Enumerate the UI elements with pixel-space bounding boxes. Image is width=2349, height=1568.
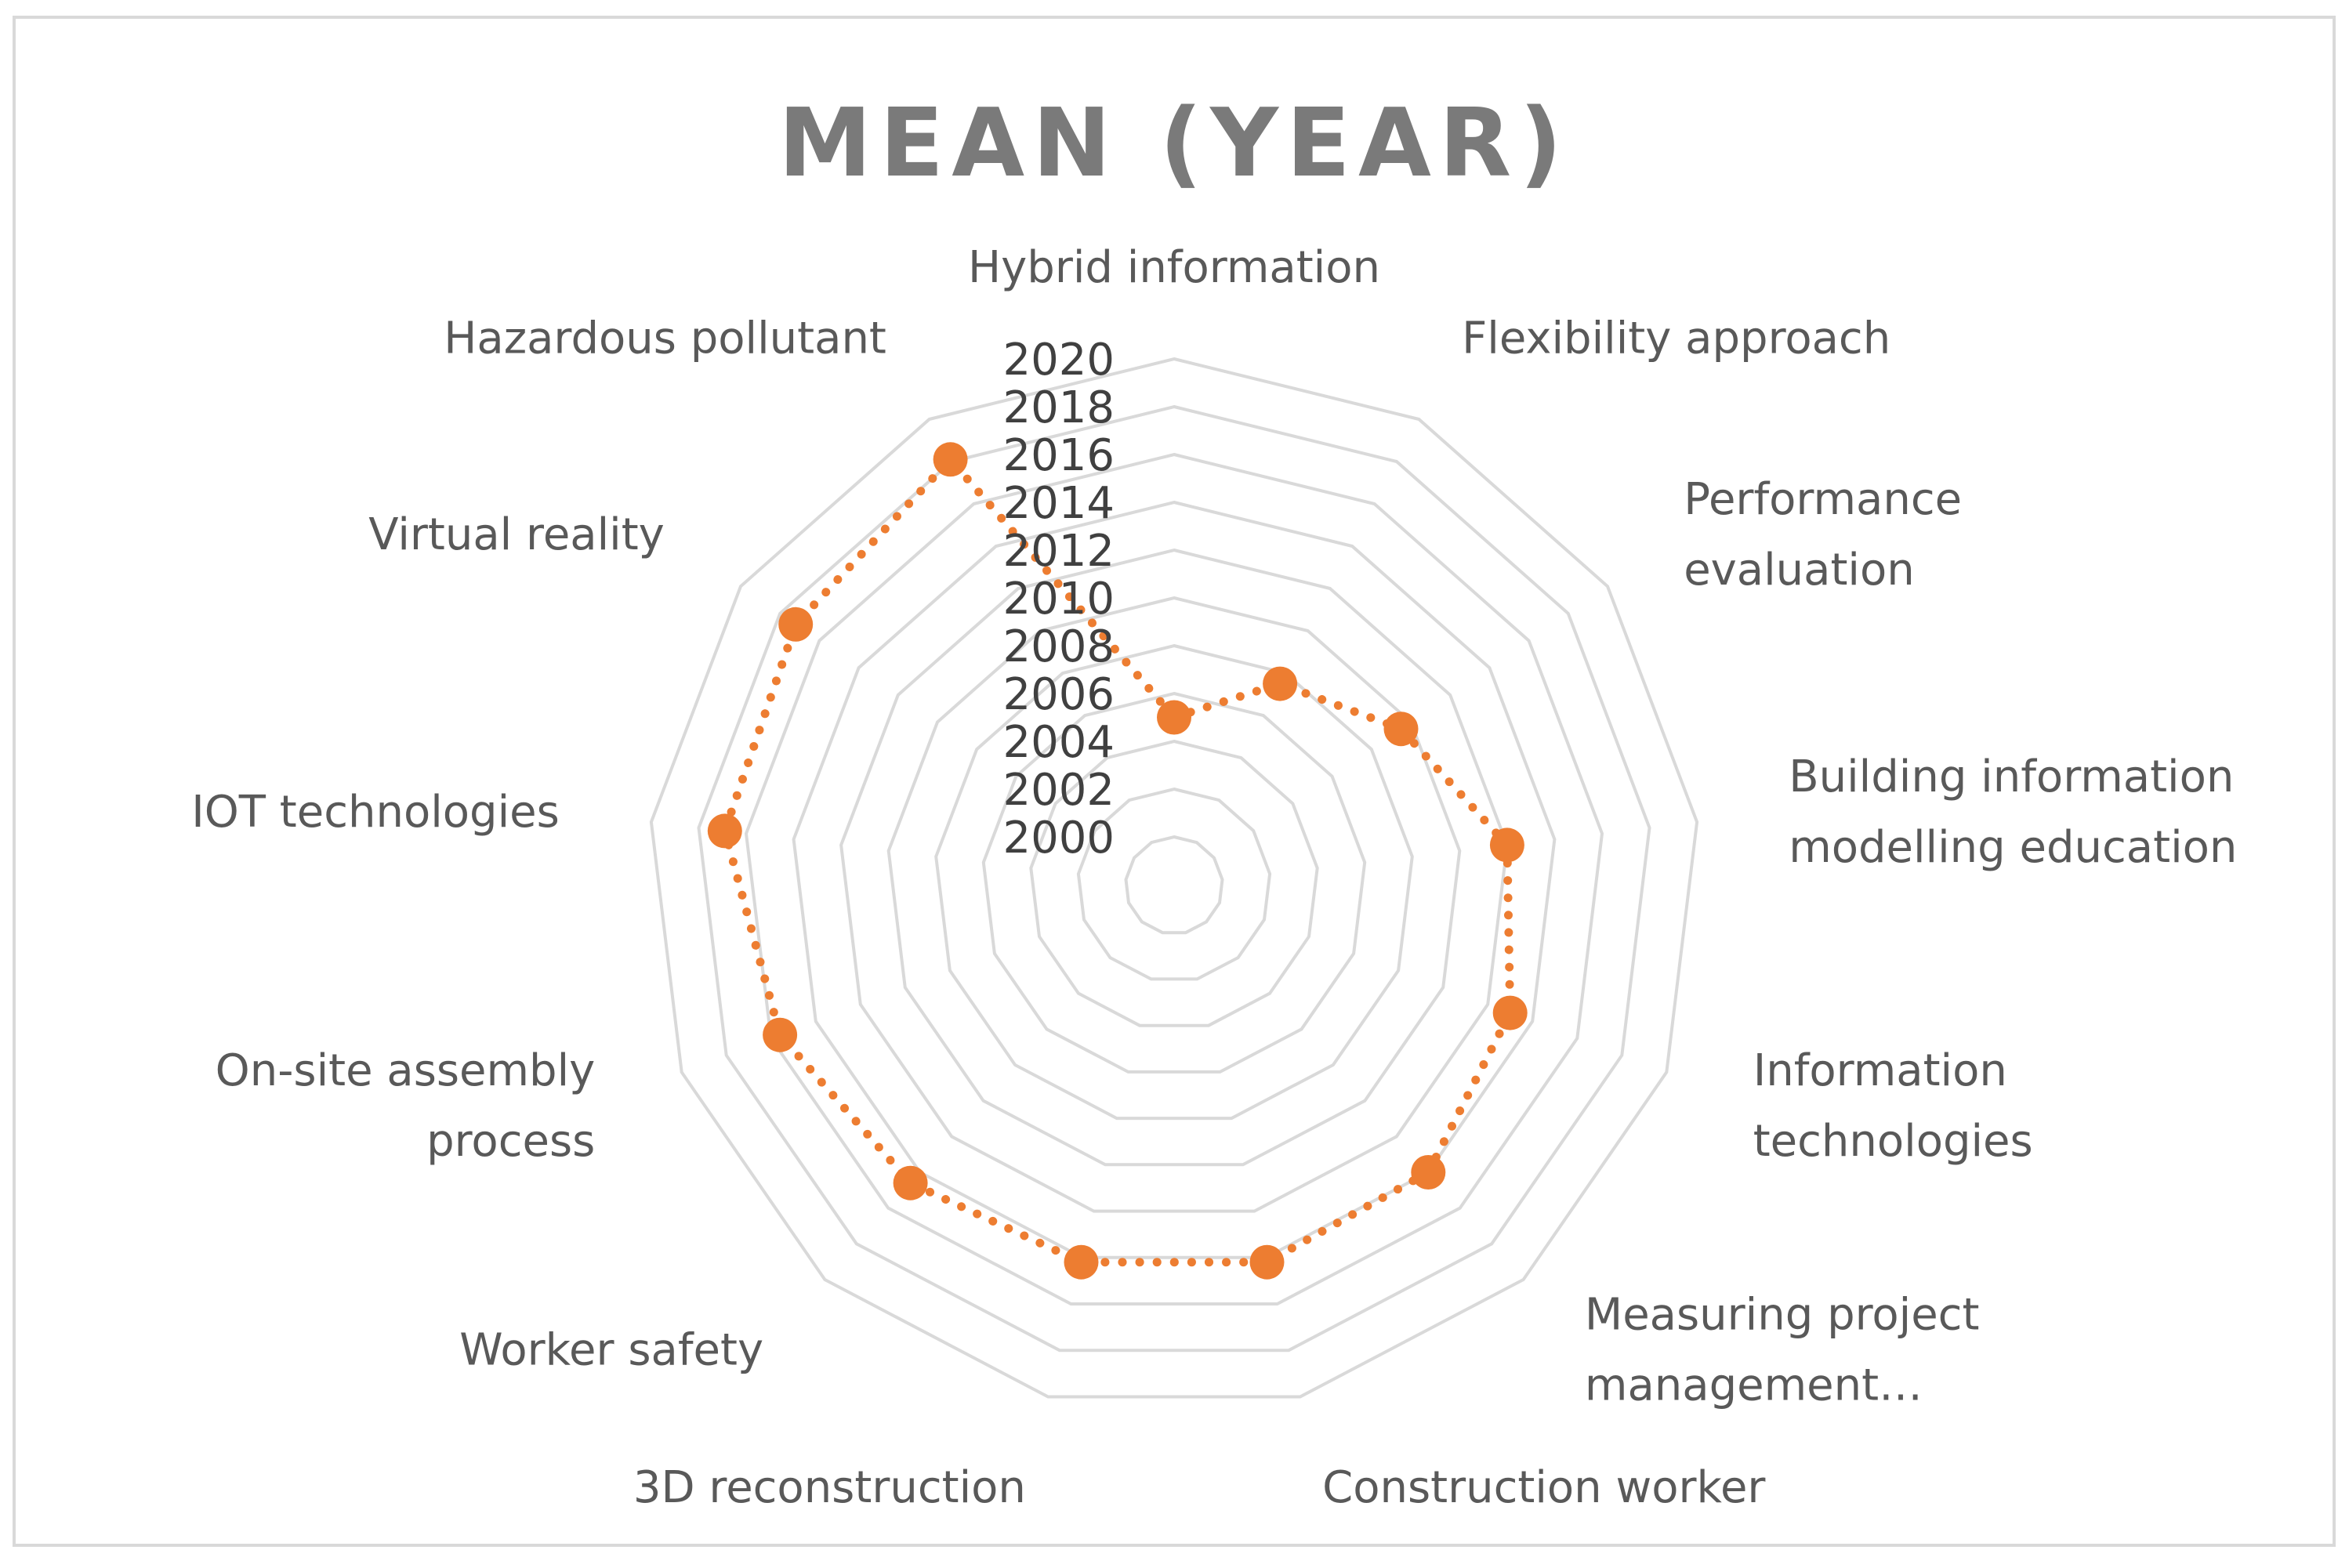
category-label-line: Information [1753,1045,2007,1096]
axis-tick-label: 2006 [1002,669,1115,720]
category-label-line: technologies [1753,1116,2033,1167]
category-label-1: Flexibility approach [1462,313,1890,364]
grid-ring-8 [744,452,1604,1305]
category-label-9: On-site assembly process [216,1045,596,1167]
category-label-line: On-site assembly [216,1045,596,1096]
category-label-line: Virtual reality [368,509,665,560]
category-label-7: 3D reconstruction [633,1462,1026,1513]
grid-ring-2 [1029,739,1319,1027]
category-label-line: 3D reconstruction [633,1462,1026,1513]
category-label-4: Information technologies [1753,1045,2033,1167]
axis-tick-label: 2014 [1002,478,1115,529]
category-label-line: Worker safety [459,1324,763,1375]
grid-ring-1 [1076,787,1272,981]
category-label-line: modelling education [1789,822,2237,873]
category-label-line: Building information [1789,751,2234,802]
category-label-line: IOT technologies [191,787,560,838]
chart-title: MEAN (YEAR) [778,89,1570,198]
data-point-12 [933,442,968,477]
category-label-0: Hybrid information [968,242,1380,293]
axis-tick-label: 2018 [1002,382,1115,433]
data-point-4 [1492,995,1528,1030]
grid-ring-10 [649,357,1699,1399]
axis-tick-label: 2008 [1002,621,1115,672]
category-label-10: IOT technologies [191,787,560,838]
grid-ring-6 [839,548,1509,1213]
data-point-0 [1157,700,1191,735]
axis-tick-label: 2012 [1002,526,1115,577]
data-point-8 [893,1165,928,1200]
radar-category-labels: Hybrid information Flexibility approach Pe… [191,242,2237,1513]
category-label-12: Hazardous pollutant [444,313,886,364]
grid-ring-9 [697,404,1651,1353]
grid-ring-4 [934,643,1414,1121]
category-label-line: Measuring project [1585,1289,1980,1340]
data-point-7 [1064,1244,1099,1280]
series-line-0 [720,453,1515,1267]
axis-tick-label: 2002 [1002,765,1115,816]
data-point-1 [1263,666,1298,701]
radar-grid [649,357,1699,1399]
grid-ring-5 [886,596,1462,1167]
category-label-line: Hazardous pollutant [444,313,886,364]
category-label-line: evaluation [1684,545,1915,596]
axis-tick-label: 2016 [1002,430,1115,481]
grid-ring-7 [792,500,1557,1259]
category-label-line: Performance [1684,474,1962,525]
data-point-11 [778,607,814,642]
grid-ring-3 [981,691,1367,1074]
data-point-10 [707,813,742,849]
radar-series [707,442,1528,1280]
data-point-5 [1411,1155,1446,1190]
data-point-3 [1489,827,1524,863]
data-point-6 [1249,1244,1285,1280]
category-label-line: management… [1585,1360,1923,1410]
axis-tick-label: 2010 [1002,574,1115,625]
category-label-line: process [426,1116,595,1167]
category-label-2: Performance evaluation [1684,474,1962,596]
radar-tick-labels: 2020201820162014201220102008200620042002… [1002,335,1115,864]
category-label-8: Worker safety [459,1324,763,1375]
data-point-2 [1383,712,1419,747]
category-label-line: Construction worker [1322,1462,1766,1513]
category-label-11: Virtual reality [368,509,665,560]
category-label-3: Building information modelling education [1789,751,2237,873]
category-label-5: Measuring project management… [1585,1289,1980,1410]
grid-ring-0 [1124,835,1224,935]
category-label-line: Hybrid information [968,242,1380,293]
category-label-line: Flexibility approach [1462,313,1890,364]
chart-border [13,16,2336,1547]
data-point-9 [763,1017,798,1052]
axis-tick-label: 2004 [1002,717,1115,768]
axis-tick-label: 2020 [1002,335,1115,386]
axis-tick-label: 2000 [1002,813,1115,864]
category-label-6: Construction worker [1322,1462,1766,1513]
